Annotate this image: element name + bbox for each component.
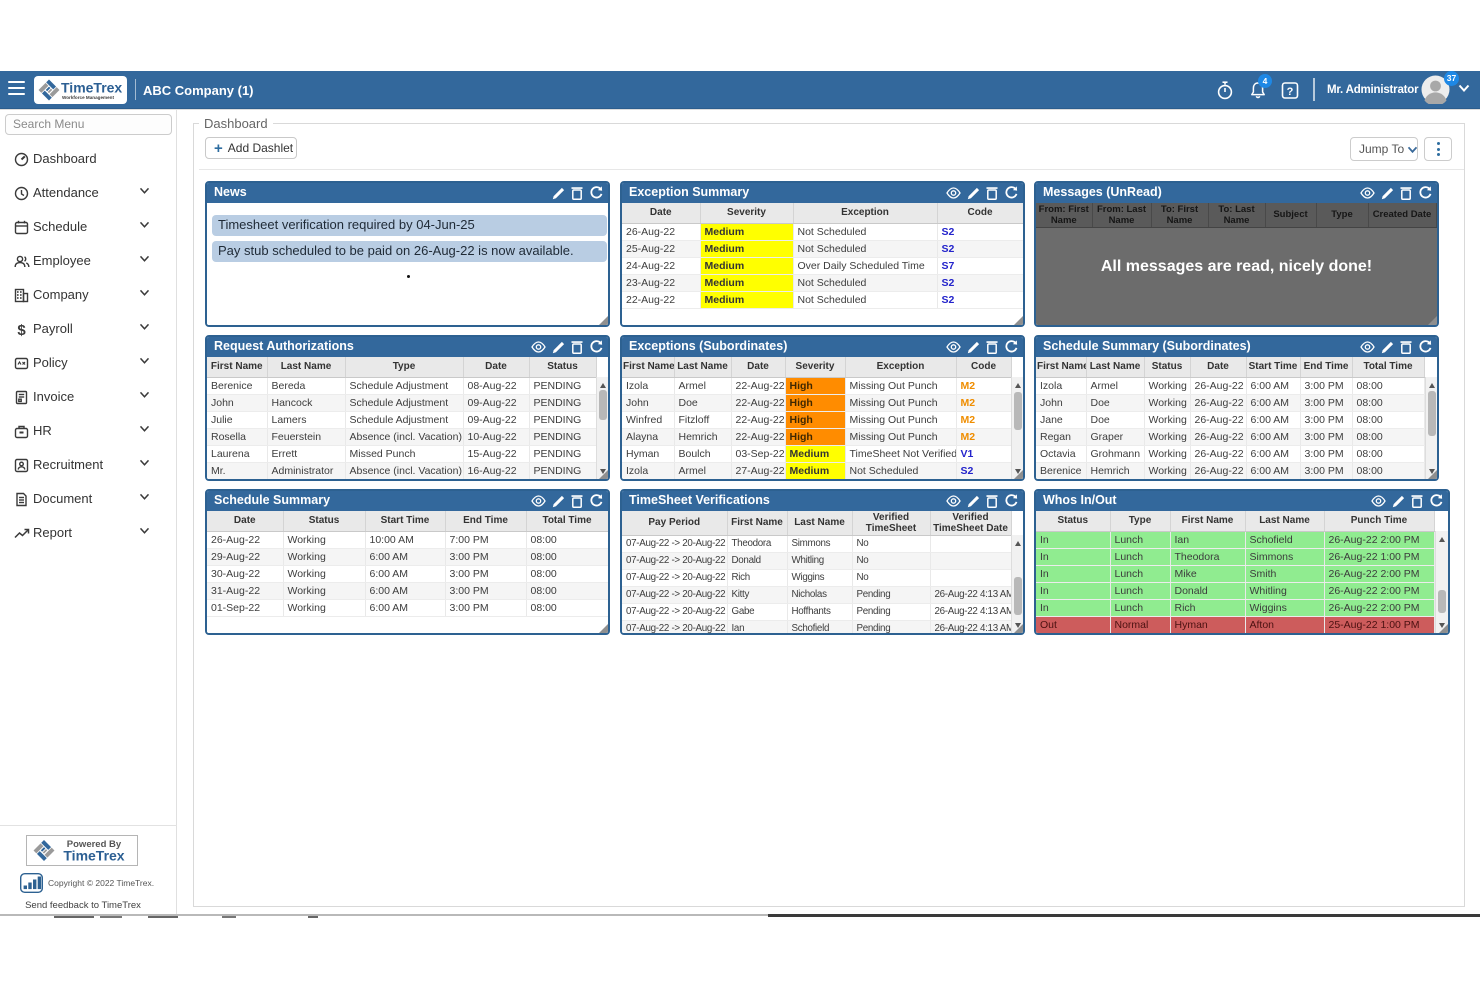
svg-text:Workforce Management: Workforce Management xyxy=(62,95,114,100)
svg-text:TimeTrex: TimeTrex xyxy=(61,80,122,96)
svg-text:?: ? xyxy=(1287,86,1294,98)
svg-text:TimeTrex: TimeTrex xyxy=(63,848,124,864)
svg-text:Powered By: Powered By xyxy=(67,839,122,850)
svg-text:$: $ xyxy=(17,322,26,337)
